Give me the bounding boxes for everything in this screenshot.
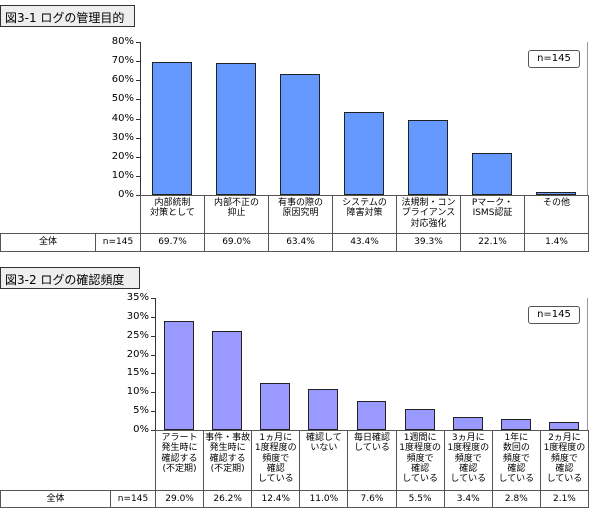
y-tick-label: 30% [111, 131, 134, 143]
sample-size: n=145 [528, 50, 580, 68]
value-label: 26.2% [203, 490, 253, 508]
category-label: 毎日確認 している [347, 430, 397, 491]
tick-mark [151, 335, 155, 337]
bar [408, 119, 448, 195]
tick-mark [136, 175, 140, 177]
tick-mark [151, 298, 155, 299]
chart-title: 図3-2 ログの確認頻度 [0, 267, 140, 289]
value-label: 43.4% [332, 233, 397, 252]
tick-mark [136, 118, 140, 120]
tick-mark [151, 316, 155, 318]
category-label: 3ヵ月に 1度程度の 頻度で 確認 している [443, 430, 493, 491]
bar [216, 63, 256, 195]
bar [212, 331, 243, 430]
category-label: 1週間に 1度程度の 頻度で 確認 している [395, 430, 445, 491]
bar [549, 422, 579, 430]
value-label: 69.0% [204, 233, 269, 252]
row-n: n=145 [95, 233, 141, 252]
category-label: システムの 障害対策 [332, 195, 397, 234]
value-label: 29.0% [155, 490, 205, 508]
category-label: 1ヵ月に 1度程度の 頻度で 確認 している [251, 430, 301, 491]
y-tick-label: 15% [126, 367, 149, 379]
tick-mark [151, 373, 155, 375]
bar [308, 388, 339, 430]
chart-title: 図3-1 ログの管理目的 [0, 5, 135, 27]
category-label: 内部不正の 抑止 [204, 195, 269, 234]
y-tick-label: 30% [126, 310, 149, 322]
value-label: 3.4% [443, 490, 493, 508]
row-label: 全体 [0, 490, 111, 508]
tick-mark [136, 80, 140, 82]
row-label: 全体 [0, 233, 96, 252]
tick-mark [151, 411, 155, 413]
y-tick-label: 0% [133, 424, 149, 435]
bar [260, 383, 291, 430]
y-tick-label: 20% [111, 150, 134, 162]
tick-mark [136, 137, 140, 139]
category-label: 内部統制 対策として [140, 195, 205, 234]
value-label: 63.4% [268, 233, 333, 252]
category-label: 2ヵ月に 1度程度の 頻度で 確認 している [539, 430, 589, 491]
bar [536, 192, 576, 195]
y-tick-label: 80% [111, 36, 134, 47]
value-label: 1.4% [524, 233, 589, 252]
value-label: 7.6% [347, 490, 397, 508]
category-label: 事件・事故 発生時に 確認する (不定期) [203, 430, 253, 491]
category-label: 確認して いない [299, 430, 349, 491]
value-label: 11.0% [299, 490, 349, 508]
category-label: アラート 発生時に 確認する (不定期) [155, 430, 205, 491]
tick-mark [136, 99, 140, 101]
category-label: その他 [524, 195, 589, 234]
bar [500, 419, 531, 430]
bar [356, 401, 387, 430]
tick-mark [136, 156, 140, 158]
y-tick-label: 50% [111, 93, 134, 105]
row-n: n=145 [110, 490, 156, 508]
bar [280, 73, 320, 195]
value-label: 2.8% [491, 490, 541, 508]
bar [472, 152, 512, 195]
category-label: 1年に 数回の 頻度で 確認 している [491, 430, 541, 491]
value-label: 22.1% [460, 233, 525, 252]
category-label: Pマーク・ ISMS認証 [460, 195, 525, 234]
y-tick-label: 5% [133, 405, 149, 417]
tick-mark [151, 430, 155, 431]
category-label: 法規制・コン プライアンス 対応強化 [396, 195, 461, 234]
tick-mark [151, 354, 155, 356]
y-tick-label: 25% [126, 329, 149, 341]
value-label: 69.7% [140, 233, 205, 252]
tick-mark [136, 61, 140, 63]
y-tick-label: 40% [111, 112, 134, 124]
tick-mark [151, 392, 155, 394]
y-tick-label: 0% [118, 189, 134, 200]
bar [164, 320, 194, 430]
tick-mark [136, 42, 140, 43]
bar [344, 111, 384, 195]
value-label: 39.3% [396, 233, 461, 252]
category-label: 有事の際の 原因究明 [268, 195, 333, 234]
bar [452, 417, 483, 430]
value-label: 5.5% [395, 490, 445, 508]
value-label: 12.4% [251, 490, 301, 508]
y-tick-label: 10% [111, 169, 134, 181]
y-tick-label: 20% [126, 348, 149, 360]
bar [152, 61, 192, 195]
y-tick-label: 60% [111, 74, 134, 86]
bar [404, 409, 435, 430]
y-tick-label: 70% [111, 55, 134, 67]
value-label: 2.1% [539, 490, 589, 508]
y-tick-label: 35% [126, 292, 149, 303]
sample-size: n=145 [528, 306, 580, 324]
y-tick-label: 10% [126, 386, 149, 398]
tick-mark [136, 195, 140, 196]
